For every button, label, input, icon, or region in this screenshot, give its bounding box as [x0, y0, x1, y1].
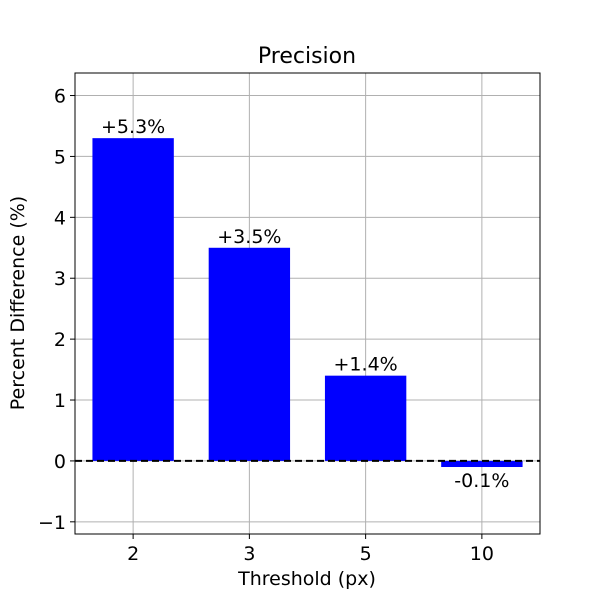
- bar-2: [92, 138, 174, 461]
- x-tick-label: 5: [360, 543, 372, 565]
- y-tick-label: 2: [54, 329, 66, 351]
- y-tick-label: 3: [54, 268, 66, 290]
- bar-value-label: +5.3%: [101, 116, 165, 138]
- y-axis-label: Percent Difference (%): [7, 196, 29, 410]
- bar-value-label: -0.1%: [454, 470, 509, 492]
- x-tick-label: 3: [243, 543, 255, 565]
- x-tick-label: 2: [127, 543, 139, 565]
- bar-value-label: +1.4%: [334, 354, 398, 376]
- chart-title: Precision: [258, 44, 356, 69]
- y-tick-label: 1: [54, 390, 66, 412]
- bar-3: [208, 247, 291, 461]
- y-tick-label: 0: [54, 451, 66, 473]
- x-tick-label: 10: [470, 543, 494, 565]
- bar-layer: [92, 138, 523, 468]
- y-tick-label: 4: [54, 207, 66, 229]
- tick-layer: −1 0 1 2 3 4 5 6 2 3 5 10: [38, 86, 494, 565]
- x-axis-label: Threshold (px): [237, 568, 376, 590]
- y-tick-label: 5: [54, 146, 66, 168]
- bar-10: [441, 460, 523, 468]
- bar-5: [324, 375, 407, 461]
- data-label-layer: +5.3% +3.5% +1.4% -0.1%: [101, 116, 509, 492]
- y-tick-label: 6: [54, 86, 66, 108]
- y-tick-label: −1: [38, 512, 66, 534]
- bar-value-label: +3.5%: [217, 226, 281, 248]
- plot-frame: [74, 72, 541, 535]
